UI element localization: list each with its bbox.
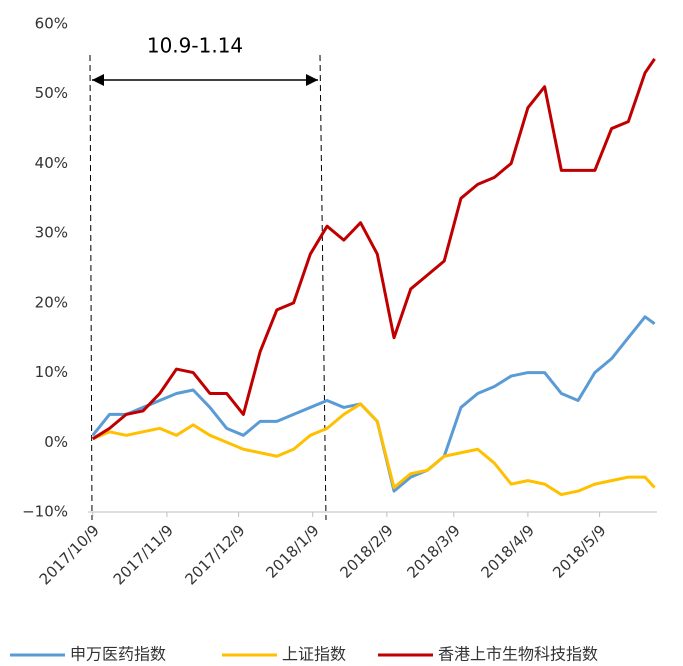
legend-label: 香港上市生物科技指数	[438, 645, 598, 664]
annotation: 10.9-1.14	[147, 34, 243, 58]
y-tick-label: 0%	[44, 433, 68, 451]
y-tick-label: 10%	[35, 363, 68, 381]
legend-label: 申万医药指数	[70, 645, 166, 664]
x-tick-label: 2018/2/9	[336, 521, 396, 581]
range-line	[319, 54, 327, 521]
series-line	[92, 402, 656, 497]
x-tick-label: 2017/12/9	[182, 521, 249, 588]
x-tick-label: 2018/3/9	[403, 521, 463, 581]
legend-label: 上证指数	[282, 645, 346, 664]
x-tick-label: 2018/1/9	[262, 521, 322, 581]
series-line	[91, 315, 656, 493]
y-tick-label: 60%	[35, 15, 68, 33]
series-line	[91, 58, 656, 441]
x-tick-label: 2018/4/9	[478, 521, 538, 581]
y-tick-label: 20%	[35, 293, 68, 311]
x-tick-label: 2017/10/9	[36, 521, 103, 588]
y-tick-label: −10%	[22, 503, 68, 521]
x-tick-label: 2018/5/9	[549, 521, 609, 581]
y-tick-label: 40%	[35, 154, 68, 172]
x-tick-label: 2017/11/9	[110, 521, 177, 588]
range-line	[89, 54, 93, 521]
y-tick-label: 50%	[35, 84, 68, 102]
y-tick-label: 30%	[35, 224, 68, 242]
